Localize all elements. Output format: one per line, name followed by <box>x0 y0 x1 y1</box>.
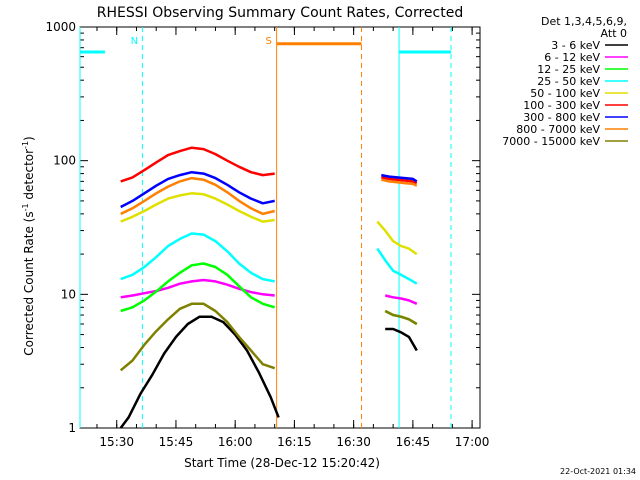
legend-entry-label: 800 - 7000 keV <box>516 123 600 136</box>
legend-entry-label: 300 - 800 keV <box>523 111 600 124</box>
y-axis-label-part-1: Corrected Count Rate (s <box>22 211 36 355</box>
y-axis-label: Corrected Count Rate (s-1 detector-1) <box>21 136 36 355</box>
x-tick-label: 17:00 <box>455 435 490 449</box>
y-axis-label-sup-2: -1 <box>21 141 30 149</box>
legend-entry-label: 3 - 6 keV <box>551 39 600 52</box>
legend-entry-label: 7000 - 15000 keV <box>502 135 600 148</box>
x-tick-label: 16:30 <box>336 435 371 449</box>
series-line <box>120 192 275 223</box>
legend-header-line: Att 0 <box>601 27 627 40</box>
y-axis-label-part-3: ) <box>22 136 36 141</box>
plot-frame <box>79 26 481 429</box>
legend-entry-label: 50 - 100 keV <box>530 87 600 100</box>
series-layer <box>119 146 418 429</box>
chart-title: RHESSI Observing Summary Count Rates, Co… <box>97 5 463 21</box>
y-tick-label: 10 <box>61 287 76 301</box>
series-line <box>120 278 275 299</box>
series-line <box>120 262 276 313</box>
x-tick-label: 15:30 <box>99 435 134 449</box>
legend-header-line: Det 1,3,4,5,6,9, <box>541 15 627 28</box>
y-tick-label: 1000 <box>45 20 76 34</box>
series-line <box>120 176 275 216</box>
series-line <box>376 220 418 256</box>
x-axis-label: Start Time (28-Dec-12 15:20:42) <box>184 456 380 470</box>
x-tick-label: 15:45 <box>159 435 194 449</box>
series-line <box>384 294 418 305</box>
series-line <box>384 309 418 326</box>
series-line <box>376 247 418 285</box>
legend-entry-label: 25 - 50 keV <box>537 75 600 88</box>
x-tick-label: 16:00 <box>218 435 253 449</box>
y-axis-label-part-2: detector <box>22 149 36 204</box>
series-line <box>385 327 418 352</box>
legend-entry-label: 100 - 300 keV <box>523 99 600 112</box>
series-line <box>120 170 275 209</box>
series-line <box>381 173 418 183</box>
legend-entry-label: 12 - 25 keV <box>537 63 600 76</box>
flag-boundary-label: N <box>131 36 138 47</box>
series-line <box>381 178 418 187</box>
generated-timestamp: 22-Oct-2021 01:34 <box>560 467 636 476</box>
series-line <box>381 176 418 185</box>
y-axis-label-sup-1: -1 <box>21 203 30 211</box>
plot-axes: 15:30 15:45 16:00 16:15 16:30 16:45 17:00 1 10 10… <box>45 20 489 449</box>
flag-boundary-label: S <box>265 36 271 47</box>
series-line <box>120 146 275 183</box>
series-line <box>120 232 275 283</box>
x-tick-label: 16:15 <box>277 435 312 449</box>
legend-entry-label: 6 - 12 keV <box>544 51 600 64</box>
series-line <box>119 315 280 429</box>
x-tick-label: 16:45 <box>396 435 431 449</box>
y-tick-label: 1 <box>68 421 76 435</box>
y-tick-label: 100 <box>53 154 76 168</box>
series-line <box>119 302 276 372</box>
